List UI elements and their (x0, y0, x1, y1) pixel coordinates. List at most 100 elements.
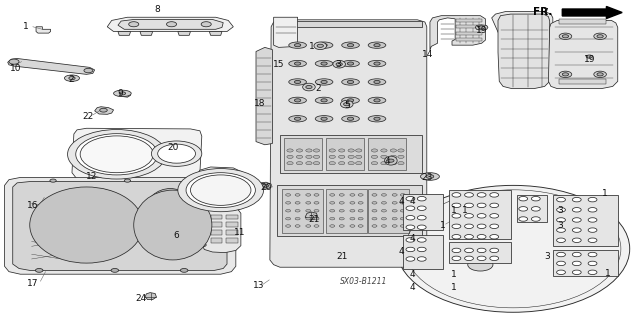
Circle shape (200, 244, 206, 247)
Circle shape (306, 149, 312, 152)
Polygon shape (227, 238, 238, 243)
Polygon shape (583, 54, 596, 59)
Circle shape (124, 179, 130, 182)
Circle shape (390, 149, 396, 152)
Circle shape (452, 224, 461, 228)
Ellipse shape (315, 79, 333, 85)
Circle shape (477, 248, 486, 252)
Circle shape (372, 210, 377, 212)
Polygon shape (211, 238, 222, 243)
Circle shape (295, 225, 300, 227)
Ellipse shape (315, 42, 333, 48)
Circle shape (321, 80, 327, 84)
Polygon shape (112, 175, 118, 179)
Circle shape (356, 162, 362, 165)
Circle shape (330, 202, 335, 204)
Circle shape (295, 202, 300, 204)
Polygon shape (258, 182, 271, 189)
Circle shape (556, 261, 565, 266)
Polygon shape (72, 128, 202, 183)
Circle shape (295, 194, 300, 196)
Ellipse shape (368, 42, 386, 48)
Circle shape (76, 134, 158, 175)
Text: 4: 4 (410, 197, 415, 206)
Circle shape (406, 238, 415, 242)
Text: 10: 10 (9, 63, 21, 73)
Circle shape (594, 71, 606, 77)
Circle shape (178, 169, 263, 212)
Ellipse shape (385, 156, 397, 165)
Polygon shape (170, 143, 183, 149)
Circle shape (588, 252, 597, 257)
Circle shape (80, 136, 153, 173)
Text: 21: 21 (336, 252, 348, 261)
Ellipse shape (368, 60, 386, 67)
Text: 12: 12 (86, 172, 97, 181)
Text: 17: 17 (27, 279, 39, 288)
Circle shape (339, 210, 344, 212)
Circle shape (572, 238, 581, 243)
Circle shape (295, 217, 300, 220)
Circle shape (339, 149, 345, 152)
Circle shape (372, 162, 378, 165)
Circle shape (490, 235, 499, 239)
Circle shape (594, 33, 606, 39)
Polygon shape (368, 188, 409, 233)
Circle shape (572, 197, 581, 202)
Circle shape (329, 155, 335, 158)
Circle shape (358, 225, 363, 227)
Circle shape (68, 130, 166, 179)
Polygon shape (95, 107, 113, 114)
Circle shape (468, 258, 493, 271)
Text: 1: 1 (440, 221, 446, 230)
Polygon shape (13, 181, 227, 270)
Polygon shape (553, 195, 618, 246)
Polygon shape (277, 185, 422, 236)
Circle shape (406, 206, 415, 211)
Circle shape (406, 225, 415, 229)
Polygon shape (211, 215, 222, 219)
Circle shape (597, 35, 603, 38)
Circle shape (358, 210, 363, 212)
Text: 20: 20 (167, 143, 179, 152)
Circle shape (417, 257, 426, 261)
Text: 11: 11 (234, 228, 246, 237)
Polygon shape (8, 59, 95, 74)
Circle shape (339, 217, 344, 220)
Polygon shape (449, 243, 511, 263)
Text: 3: 3 (335, 60, 341, 69)
Circle shape (350, 202, 355, 204)
Circle shape (348, 117, 354, 120)
Text: 1: 1 (22, 22, 28, 31)
Circle shape (314, 210, 319, 212)
Circle shape (390, 155, 396, 158)
Circle shape (306, 217, 311, 220)
Circle shape (532, 207, 540, 211)
Circle shape (294, 62, 301, 65)
Circle shape (285, 194, 291, 196)
Circle shape (285, 202, 291, 204)
Circle shape (381, 149, 387, 152)
Circle shape (465, 193, 473, 197)
Polygon shape (103, 175, 110, 179)
Polygon shape (403, 194, 442, 230)
Circle shape (84, 68, 93, 73)
Circle shape (597, 73, 603, 76)
Circle shape (479, 26, 485, 29)
Polygon shape (140, 32, 153, 35)
Text: 8: 8 (155, 5, 161, 14)
Text: 4: 4 (410, 234, 415, 243)
Circle shape (562, 73, 568, 76)
Ellipse shape (289, 60, 306, 67)
Circle shape (180, 268, 188, 272)
Circle shape (572, 228, 581, 232)
Polygon shape (517, 195, 546, 222)
Ellipse shape (289, 42, 306, 48)
Circle shape (296, 162, 303, 165)
Circle shape (350, 210, 355, 212)
Polygon shape (475, 25, 488, 30)
Circle shape (417, 215, 426, 220)
Circle shape (191, 175, 251, 205)
Circle shape (372, 155, 378, 158)
Text: 13: 13 (253, 281, 264, 290)
